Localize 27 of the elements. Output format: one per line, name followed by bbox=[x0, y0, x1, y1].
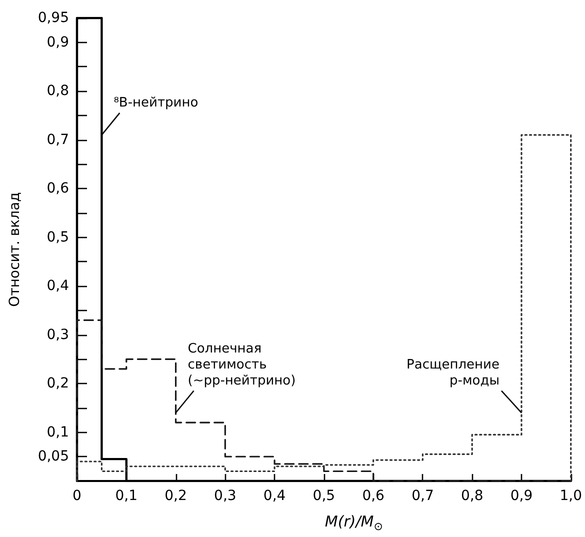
x-tick-label: 0,9 bbox=[510, 488, 533, 504]
y-tick-label: 0,8 bbox=[46, 83, 69, 100]
y-tick-label: 0,6 bbox=[46, 180, 70, 197]
x-axis-title: M(r)/M⊙ bbox=[324, 512, 383, 533]
x-tick-label: 0 bbox=[72, 488, 82, 504]
annotation: Солнечная светимость (~pp-нейтрино) bbox=[188, 341, 296, 388]
y-axis-title: Относит. вклад bbox=[7, 192, 23, 307]
x-tick-label: 0,5 bbox=[312, 488, 336, 504]
y-tick-label: 0,95 bbox=[38, 10, 69, 26]
x-tick-label: 0,6 bbox=[362, 488, 385, 504]
annotation: ⁸B-нейтрино bbox=[114, 95, 198, 110]
x-tick-label: 0,8 bbox=[460, 488, 484, 504]
y-tick-label: 0,3 bbox=[46, 326, 69, 343]
y-tick-label: 0,7 bbox=[46, 132, 69, 148]
y-tick-label: 0,5 bbox=[46, 229, 69, 246]
x-tick-label: 0,7 bbox=[412, 488, 434, 504]
y-tick-label: 0,05 bbox=[38, 448, 69, 465]
y-tick-label: 0,1 bbox=[46, 424, 69, 440]
x-tick-label: 0,3 bbox=[214, 488, 236, 504]
annotation: Расщепление p-моды bbox=[406, 357, 500, 388]
x-tick-label: 0,2 bbox=[164, 488, 187, 504]
x-tick-label: 1,0 bbox=[560, 488, 582, 504]
y-tick-label: 0,9 bbox=[46, 34, 69, 50]
y-tick-label: 0,4 bbox=[46, 278, 70, 294]
x-tick-label: 0,4 bbox=[263, 488, 286, 504]
y-tick-label: 0,2 bbox=[46, 376, 69, 392]
x-tick-label: 0,1 bbox=[115, 488, 138, 504]
